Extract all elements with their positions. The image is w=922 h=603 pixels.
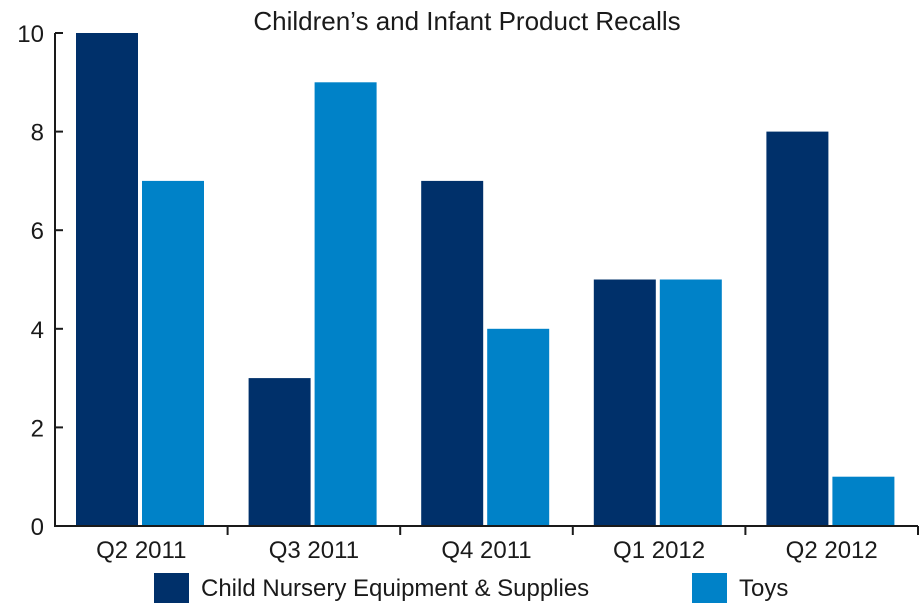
bar-nursery-q2-2011	[76, 33, 138, 526]
x-tick-label: Q2 2012	[786, 537, 878, 564]
y-tick-label: 8	[31, 120, 44, 147]
chart-title: Children’s and Infant Product Recalls	[253, 6, 680, 36]
axes-group: Q2 2011 Q3 2011 Q4 2011 Q1 2012 Q2 2012 0 2 4 6 8…	[17, 21, 919, 564]
bar-toys-q2-2012	[832, 476, 895, 526]
bar-nursery-q3-2011	[248, 378, 311, 526]
bar-toys-q2-2011	[142, 180, 204, 526]
legend-label-nursery: Child Nursery Equipment & Supplies	[201, 575, 589, 602]
bar-nursery-q1-2012	[593, 279, 656, 526]
y-tick-label: 6	[31, 218, 44, 245]
y-tick-label: 10	[17, 21, 44, 48]
legend-label-toys: Toys	[739, 575, 788, 602]
x-tick-label: Q1 2012	[613, 537, 705, 564]
bar-toys-q4-2011	[487, 328, 550, 526]
x-tick-label: Q3 2011	[269, 537, 359, 564]
bar-nursery-q2-2012	[766, 131, 829, 526]
legend-swatch-toys	[692, 573, 727, 603]
y-tick-label: 4	[31, 317, 44, 344]
x-tick-label: Q4 2011	[441, 537, 531, 564]
bars-group	[76, 33, 895, 527]
legend: Child Nursery Equipment & Supplies Toys	[154, 573, 788, 603]
bar-nursery-q4-2011	[421, 180, 484, 526]
y-tick-label: 2	[31, 415, 44, 442]
y-tick-label: 0	[31, 514, 44, 541]
bar-toys-q3-2011	[314, 82, 377, 527]
x-tick-label: Q2 2011	[96, 537, 186, 564]
bar-toys-q1-2012	[659, 279, 722, 526]
legend-swatch-nursery	[154, 573, 189, 603]
